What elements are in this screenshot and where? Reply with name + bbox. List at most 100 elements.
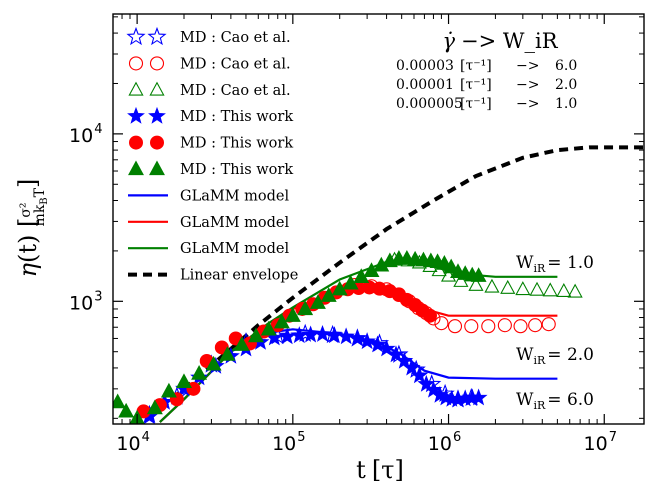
series-4-points [139,323,481,423]
series-9-points [113,250,487,424]
rate-wi: 1.0 [555,96,577,112]
curve-label-2.0: WiR = 2.0 [516,345,594,367]
y-tick-label: 103 [69,289,102,314]
y-axis-label-text: η(t) [σ²mkBT] [14,179,50,278]
y-axis-label-eta: η [14,262,42,277]
data-point [191,365,208,380]
legend-marker [128,56,144,71]
rate-unit: [τ⁻¹] [460,96,492,112]
x-tick-label: 104 [116,430,149,455]
rate-arrow: −> [516,77,539,93]
x-axis-label: t [τ] [356,456,404,484]
data-point [113,393,126,409]
data-point [297,300,314,316]
x-axis-label-unit: [τ] [372,456,404,484]
y-axis-label-numerator: σ² [18,202,34,217]
legend-marker [126,26,146,46]
curve-label-subscript: iR [533,262,546,275]
curve-label-value: = 2.0 [547,345,594,365]
legend-entry: MD : Cao et al. [126,26,291,46]
data-point [309,294,326,309]
rate-value: 0.000005 [396,96,463,112]
legend-entry: Linear envelope [128,268,298,284]
data-point [368,335,387,353]
rate-unit: [τ⁻¹] [460,58,492,74]
data-point [529,281,545,296]
data-point [453,272,469,287]
data-point [377,339,396,357]
data-point [434,316,449,331]
legend-entry: GLaMM model [128,215,290,231]
data-point [402,358,421,376]
legend-entry: MD : This work [128,160,293,178]
series-layer [113,145,644,424]
data-point [325,326,344,344]
data-point [395,351,414,369]
data-point [358,332,377,350]
y-axis-label-denominator-sub: B [39,197,50,204]
y-axis-label-close: ] [14,179,42,188]
legend-marker [147,26,167,46]
data-point [118,402,135,418]
data-point [337,327,356,345]
data-point [219,346,236,361]
rate-wi: 6.0 [555,58,577,74]
legend-marker [128,81,144,96]
legend-marker [149,81,165,96]
legend-label: Linear envelope [180,268,298,284]
annotations: γ̇ −> W_iR 0.00003 [τ⁻¹] −> 6.0 0.00001 [τ⁻¹] −>… [396,29,594,412]
data-point [284,307,301,322]
data-point [497,318,512,333]
legend-marker [127,106,145,124]
legend-label: GLaMM model [180,241,290,257]
data-point [248,327,264,343]
data-point [513,319,528,334]
x-tick-label: 106 [428,430,461,455]
legend-marker [129,135,143,150]
legend-label: MD : This work [180,162,293,178]
data-point [515,281,531,296]
curve-label-value: = 1.0 [547,253,594,273]
rate-value: 0.00003 [396,58,454,74]
data-point [470,267,487,282]
y-tick-exponent: 3 [94,289,102,304]
rate-legend-header-rest: −> W_iR [461,29,559,53]
legend-entry: GLaMM model [128,188,290,204]
data-point [348,329,367,347]
data-point [260,320,277,336]
curve-label-1.0: WiR = 1.0 [516,253,594,275]
x-tick-exponent: 7 [609,430,617,445]
legend-label: GLaMM model [180,188,290,204]
legend-label: MD : This work [180,136,293,152]
data-point [447,319,463,334]
legend-label: MD : Cao et al. [180,30,291,46]
data-point [542,282,558,297]
data-point [481,319,496,334]
data-point [205,355,222,371]
data-point [160,382,177,398]
legend-label: MD : Cao et al. [180,56,291,72]
data-point [468,276,484,291]
legend-label: MD : Cao et al. [180,83,291,99]
legend-marker [149,56,165,71]
axis-labels: t [τ] η(t) [σ²mkBT] [14,179,404,484]
data-point [556,282,572,297]
rate-wi: 2.0 [555,77,577,93]
legend-label: GLaMM model [180,215,290,231]
legend: MD : Cao et al. MD : Cao et al. MD : Cao e… [126,26,298,284]
data-point [233,336,250,351]
curve-label-6.0: WiR = 6.0 [516,390,594,412]
data-point [500,279,516,294]
data-point [541,317,556,332]
data-point [422,308,437,323]
rate-arrow: −> [516,96,539,112]
plot-frame [112,13,645,425]
rate-legend-header-symbol: γ̇ [442,29,455,53]
legend-entry: GLaMM model [128,241,290,257]
curve-label-value: = 6.0 [547,390,594,410]
data-point [484,278,500,293]
data-point [301,325,320,343]
legend-entry: MD : This work [127,106,293,125]
rate-value: 0.00001 [396,77,454,93]
data-point [567,283,583,298]
